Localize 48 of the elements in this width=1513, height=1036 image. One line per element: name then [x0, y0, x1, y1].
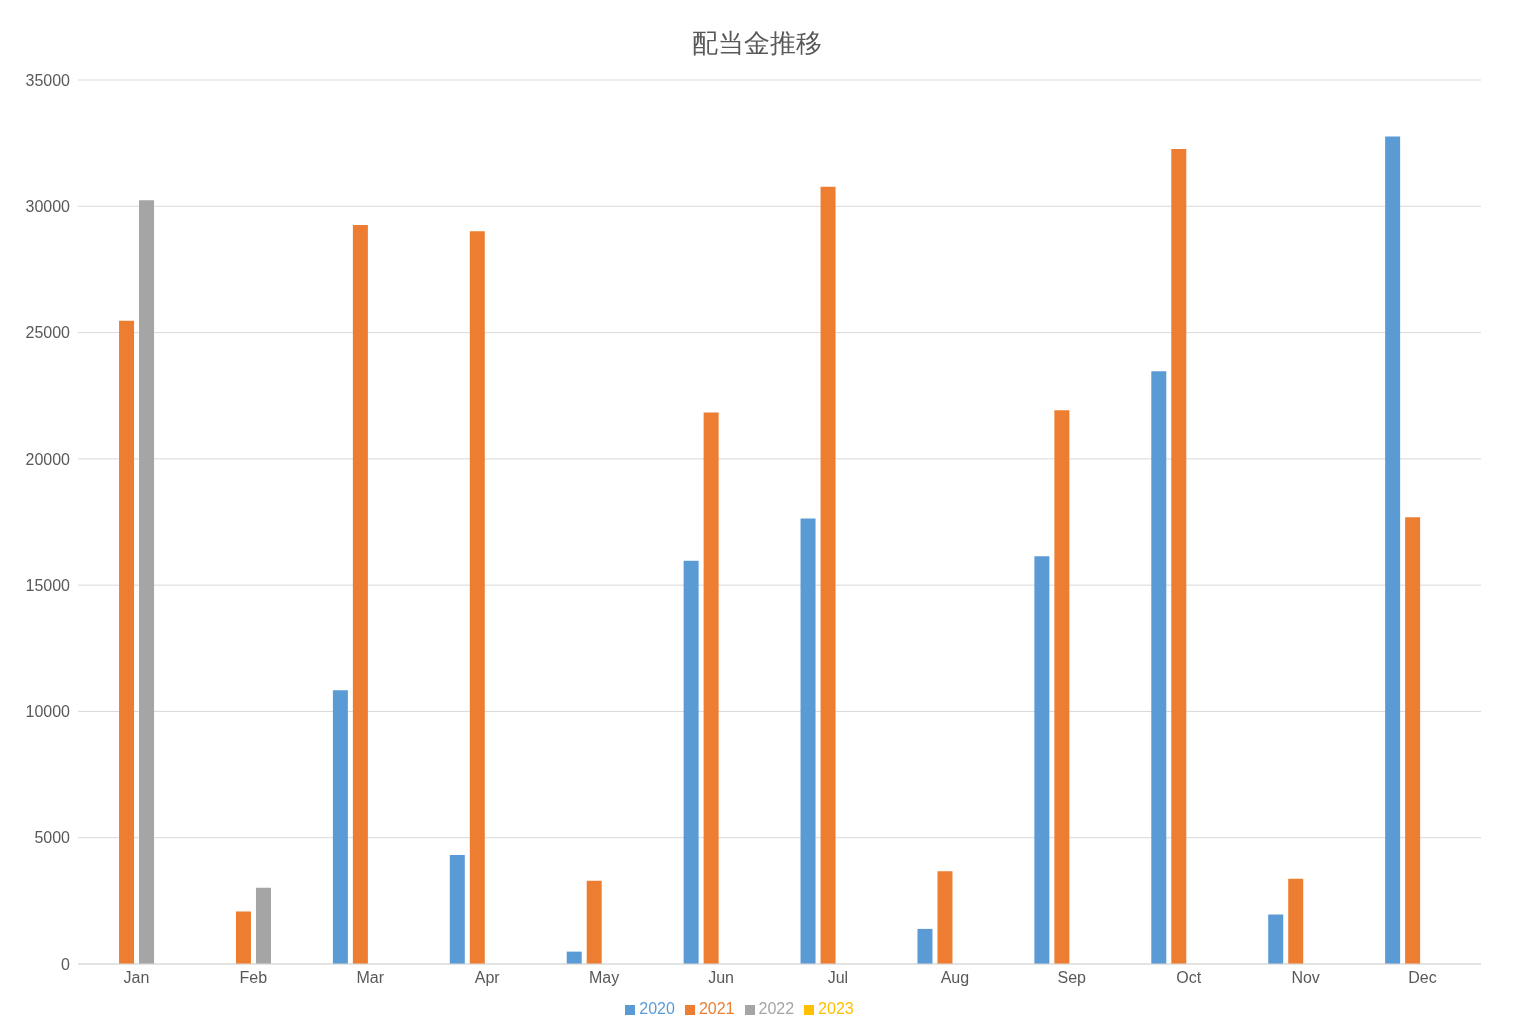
x-tick-label: Dec	[1408, 969, 1437, 987]
y-tick-label: 5000	[34, 829, 71, 847]
bar	[235, 911, 251, 964]
y-tick-label: 0	[61, 955, 71, 973]
bar	[586, 880, 602, 964]
bar	[352, 224, 368, 964]
x-tick-label: Jan	[123, 969, 150, 987]
x-tick-label: Nov	[1291, 969, 1320, 987]
bar	[937, 871, 953, 964]
legend-label: 2022	[758, 1000, 795, 1017]
bar	[1151, 371, 1167, 964]
x-tick-label: Jul	[827, 969, 849, 987]
bar	[1171, 148, 1187, 964]
y-tick-label: 30000	[25, 197, 71, 215]
chart-title: 配当金推移	[690, 27, 823, 60]
bar	[917, 928, 933, 964]
bar	[683, 560, 699, 964]
bar	[800, 518, 816, 964]
bar	[1034, 556, 1050, 964]
y-tick-label: 10000	[25, 703, 71, 721]
bar	[469, 231, 485, 964]
bar	[820, 186, 836, 964]
y-tick-label: 20000	[25, 450, 71, 468]
x-tick-label: Jun	[708, 969, 734, 987]
bar	[703, 412, 719, 964]
bar	[332, 690, 348, 964]
y-tick-label: 35000	[25, 71, 71, 89]
bar	[1405, 517, 1421, 964]
bar	[255, 887, 271, 964]
x-tick-label: Oct	[1176, 969, 1202, 987]
x-tick-label: Sep	[1057, 969, 1087, 987]
bar	[139, 200, 155, 964]
y-tick-label: 25000	[25, 324, 71, 342]
x-tick-label: Aug	[940, 969, 970, 987]
bar	[1385, 136, 1401, 964]
bar	[1288, 878, 1304, 964]
bar	[449, 854, 465, 964]
x-tick-label: May	[589, 969, 620, 987]
legend-label: 2020	[639, 1000, 675, 1017]
bar	[119, 320, 135, 964]
x-tick-label: Apr	[474, 969, 501, 987]
x-tick-label: Mar	[356, 969, 385, 987]
y-tick-label: 15000	[25, 576, 71, 594]
bar	[1054, 410, 1070, 964]
legend-label: 2023	[818, 1000, 854, 1017]
bar	[1268, 914, 1284, 964]
x-tick-label: Feb	[239, 969, 268, 987]
legend-label: 2021	[698, 1000, 735, 1017]
